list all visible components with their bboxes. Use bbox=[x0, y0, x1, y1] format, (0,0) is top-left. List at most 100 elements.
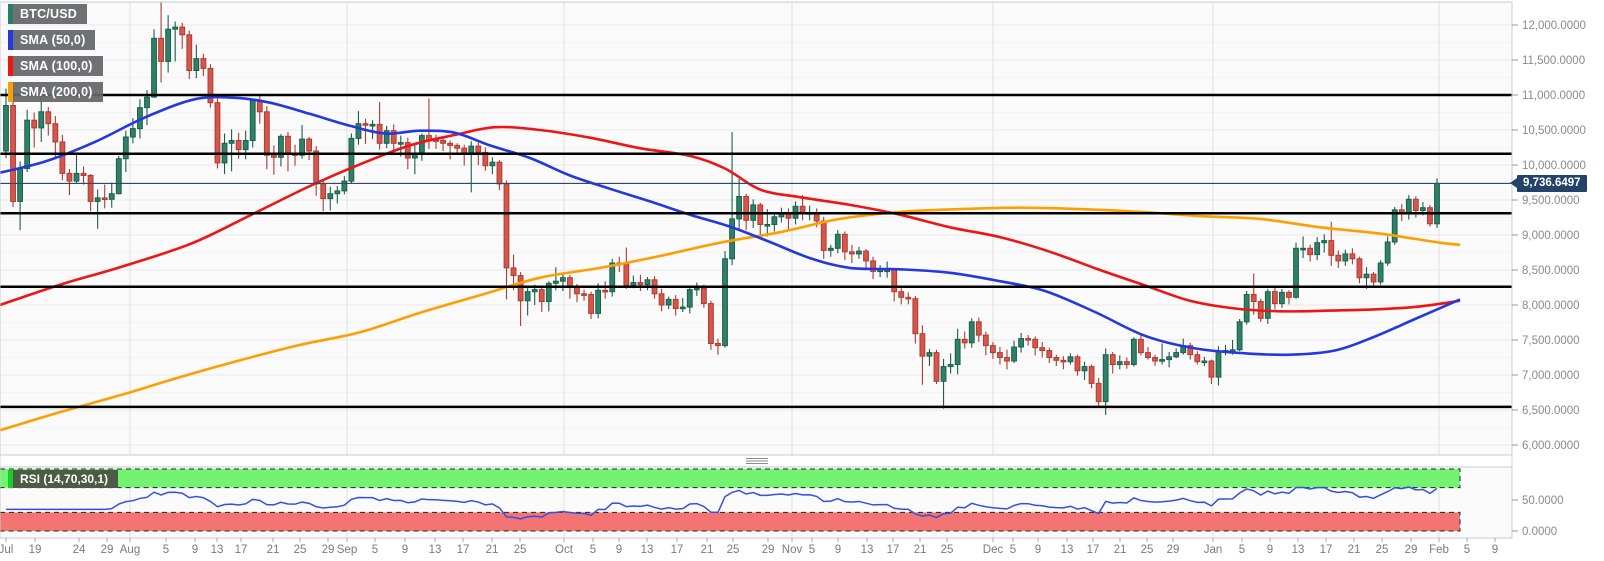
time-axis-label: 17 bbox=[671, 544, 684, 556]
legend-color-bar bbox=[8, 4, 13, 24]
time-axis-label: Nov bbox=[782, 544, 803, 556]
price-axis-label: 8,500.0000 bbox=[1522, 265, 1580, 277]
time-axis-label: 17 bbox=[457, 544, 470, 556]
time-axis-label: 5 bbox=[809, 544, 815, 556]
time-axis-label: Jul bbox=[0, 544, 13, 556]
time-axis-label: 29 bbox=[1167, 544, 1180, 556]
price-axis-label: 12,000.0000 bbox=[1522, 20, 1586, 32]
price-axis-label: 7,500.0000 bbox=[1522, 335, 1580, 347]
legend-color-bar bbox=[8, 82, 13, 102]
time-axis-label: 13 bbox=[641, 544, 654, 556]
time-axis-label: Jan bbox=[1204, 544, 1223, 556]
legend-item-rsi[interactable]: RSI (14,70,30,1) bbox=[8, 470, 119, 488]
price-axis-label: 9,000.0000 bbox=[1522, 230, 1580, 242]
legend-color-bar bbox=[8, 30, 13, 50]
time-axis-label: 5 bbox=[1010, 544, 1016, 556]
legend-item-label: RSI (14,70,30,1) bbox=[13, 470, 119, 488]
price-axis-label: 6,000.0000 bbox=[1522, 440, 1580, 452]
time-axis-label: 5 bbox=[372, 544, 378, 556]
time-axis-label: Dec bbox=[983, 544, 1004, 556]
time-axis-label: 5 bbox=[1239, 544, 1245, 556]
time-axis-label: 9 bbox=[402, 544, 408, 556]
time-axis-label: 25 bbox=[941, 544, 954, 556]
rsi-oversold-band bbox=[0, 511, 1461, 532]
rsi-pane-border bbox=[0, 466, 1513, 539]
time-axis-label: 29 bbox=[101, 544, 114, 556]
legend-color-bar bbox=[8, 56, 13, 76]
legend-item-sma50[interactable]: SMA (50,0) bbox=[8, 30, 96, 50]
chart-legend: BTC/USD SMA (50,0) SMA (100,0) SMA (200,… bbox=[8, 4, 103, 108]
time-axis-label: Feb bbox=[1429, 544, 1449, 556]
time-axis-label: 29 bbox=[322, 544, 335, 556]
time-axis-label: 13 bbox=[1292, 544, 1305, 556]
price-pane-background[interactable] bbox=[0, 2, 1512, 455]
time-axis-label: 25 bbox=[294, 544, 307, 556]
time-axis-label: Oct bbox=[555, 544, 574, 556]
legend-color-bar bbox=[8, 470, 13, 488]
candlestick-series bbox=[3, 2, 1440, 415]
time-axis-label: 25 bbox=[1141, 544, 1154, 556]
time-axis-label: 21 bbox=[914, 544, 927, 556]
time-axis-label: 5 bbox=[163, 544, 169, 556]
price-pane-border bbox=[0, 1, 1513, 456]
time-axis-label: 5 bbox=[1464, 544, 1470, 556]
legend-item-label: SMA (100,0) bbox=[13, 56, 103, 76]
time-axis-label: 9 bbox=[192, 544, 198, 556]
time-axis-label: 24 bbox=[73, 544, 86, 556]
rsi-axis-label: 0.0000 bbox=[1522, 526, 1557, 538]
time-axis-label: 13 bbox=[861, 544, 874, 556]
price-axis-label: 8,000.0000 bbox=[1522, 300, 1580, 312]
time-axis-label: Sep bbox=[337, 544, 357, 556]
legend-item-label: SMA (200,0) bbox=[13, 82, 103, 102]
price-axis-label: 6,500.0000 bbox=[1522, 405, 1580, 417]
time-axis-label: 25 bbox=[1376, 544, 1389, 556]
time-axis-label: 9 bbox=[616, 544, 622, 556]
time-axis-label: 21 bbox=[486, 544, 499, 556]
legend-item-label: SMA (50,0) bbox=[13, 30, 96, 50]
time-axis-label: 25 bbox=[514, 544, 527, 556]
time-axis-label: 5 bbox=[590, 544, 596, 556]
time-axis-label: Aug bbox=[120, 544, 140, 556]
sma-100-line bbox=[0, 125, 1461, 313]
time-axis-label: 21 bbox=[1114, 544, 1127, 556]
time-axis-label: 9 bbox=[1267, 544, 1273, 556]
time-axis-label: 21 bbox=[701, 544, 714, 556]
time-axis-label: 21 bbox=[267, 544, 280, 556]
sma-50-line bbox=[0, 95, 1461, 357]
legend-item-label: BTC/USD bbox=[13, 4, 87, 24]
time-axis-label: 13 bbox=[1061, 544, 1074, 556]
price-axis[interactable]: 12,000.0000 11,500.0000 11,000.0000 10,500.… bbox=[1512, 20, 1586, 452]
time-axis-label: 17 bbox=[887, 544, 900, 556]
time-axis-label: 17 bbox=[1320, 544, 1333, 556]
time-axis-label: 21 bbox=[1348, 544, 1361, 556]
rsi-line bbox=[6, 486, 1438, 520]
time-axis-label: 29 bbox=[1405, 544, 1418, 556]
time-axis-label: 9 bbox=[835, 544, 841, 556]
time-axis-label: 13 bbox=[211, 544, 224, 556]
sma-200-line bbox=[0, 206, 1461, 432]
time-axis-label: 17 bbox=[1087, 544, 1100, 556]
price-axis-label: 11,500.0000 bbox=[1522, 55, 1585, 67]
rsi-axis[interactable]: 50.0000 0.0000 bbox=[1512, 495, 1564, 538]
time-axis-label: 13 bbox=[429, 544, 442, 556]
price-axis-label: 11,000.0000 bbox=[1522, 90, 1585, 102]
price-axis-label: 10,500.0000 bbox=[1522, 125, 1586, 137]
time-axis-label: 9 bbox=[1035, 544, 1041, 556]
price-axis-label: 10,000.0000 bbox=[1522, 160, 1586, 172]
time-axis-label: 29 bbox=[762, 544, 775, 556]
last-price-label: 9,736.6497 bbox=[1510, 174, 1587, 192]
price-axis-label: 9,500.0000 bbox=[1522, 195, 1580, 207]
time-axis-label: 17 bbox=[235, 544, 248, 556]
key-level-lines bbox=[0, 93, 1512, 409]
time-axis-label: 19 bbox=[29, 544, 42, 556]
pane-resize-handle[interactable] bbox=[746, 458, 768, 464]
rsi-axis-label: 50.0000 bbox=[1522, 495, 1564, 507]
legend-item-sma100[interactable]: SMA (100,0) bbox=[8, 56, 103, 76]
legend-item-btcusd[interactable]: BTC/USD bbox=[8, 4, 87, 24]
time-axis-label: 25 bbox=[727, 544, 740, 556]
time-axis-label: 9 bbox=[1492, 544, 1498, 556]
time-axis[interactable]: Jul 19 24 29 Aug 5 9 13 17 21 25 29 Sep 5 9 13 17 21 25 Oct… bbox=[0, 538, 1498, 556]
legend-item-sma200[interactable]: SMA (200,0) bbox=[8, 82, 103, 102]
